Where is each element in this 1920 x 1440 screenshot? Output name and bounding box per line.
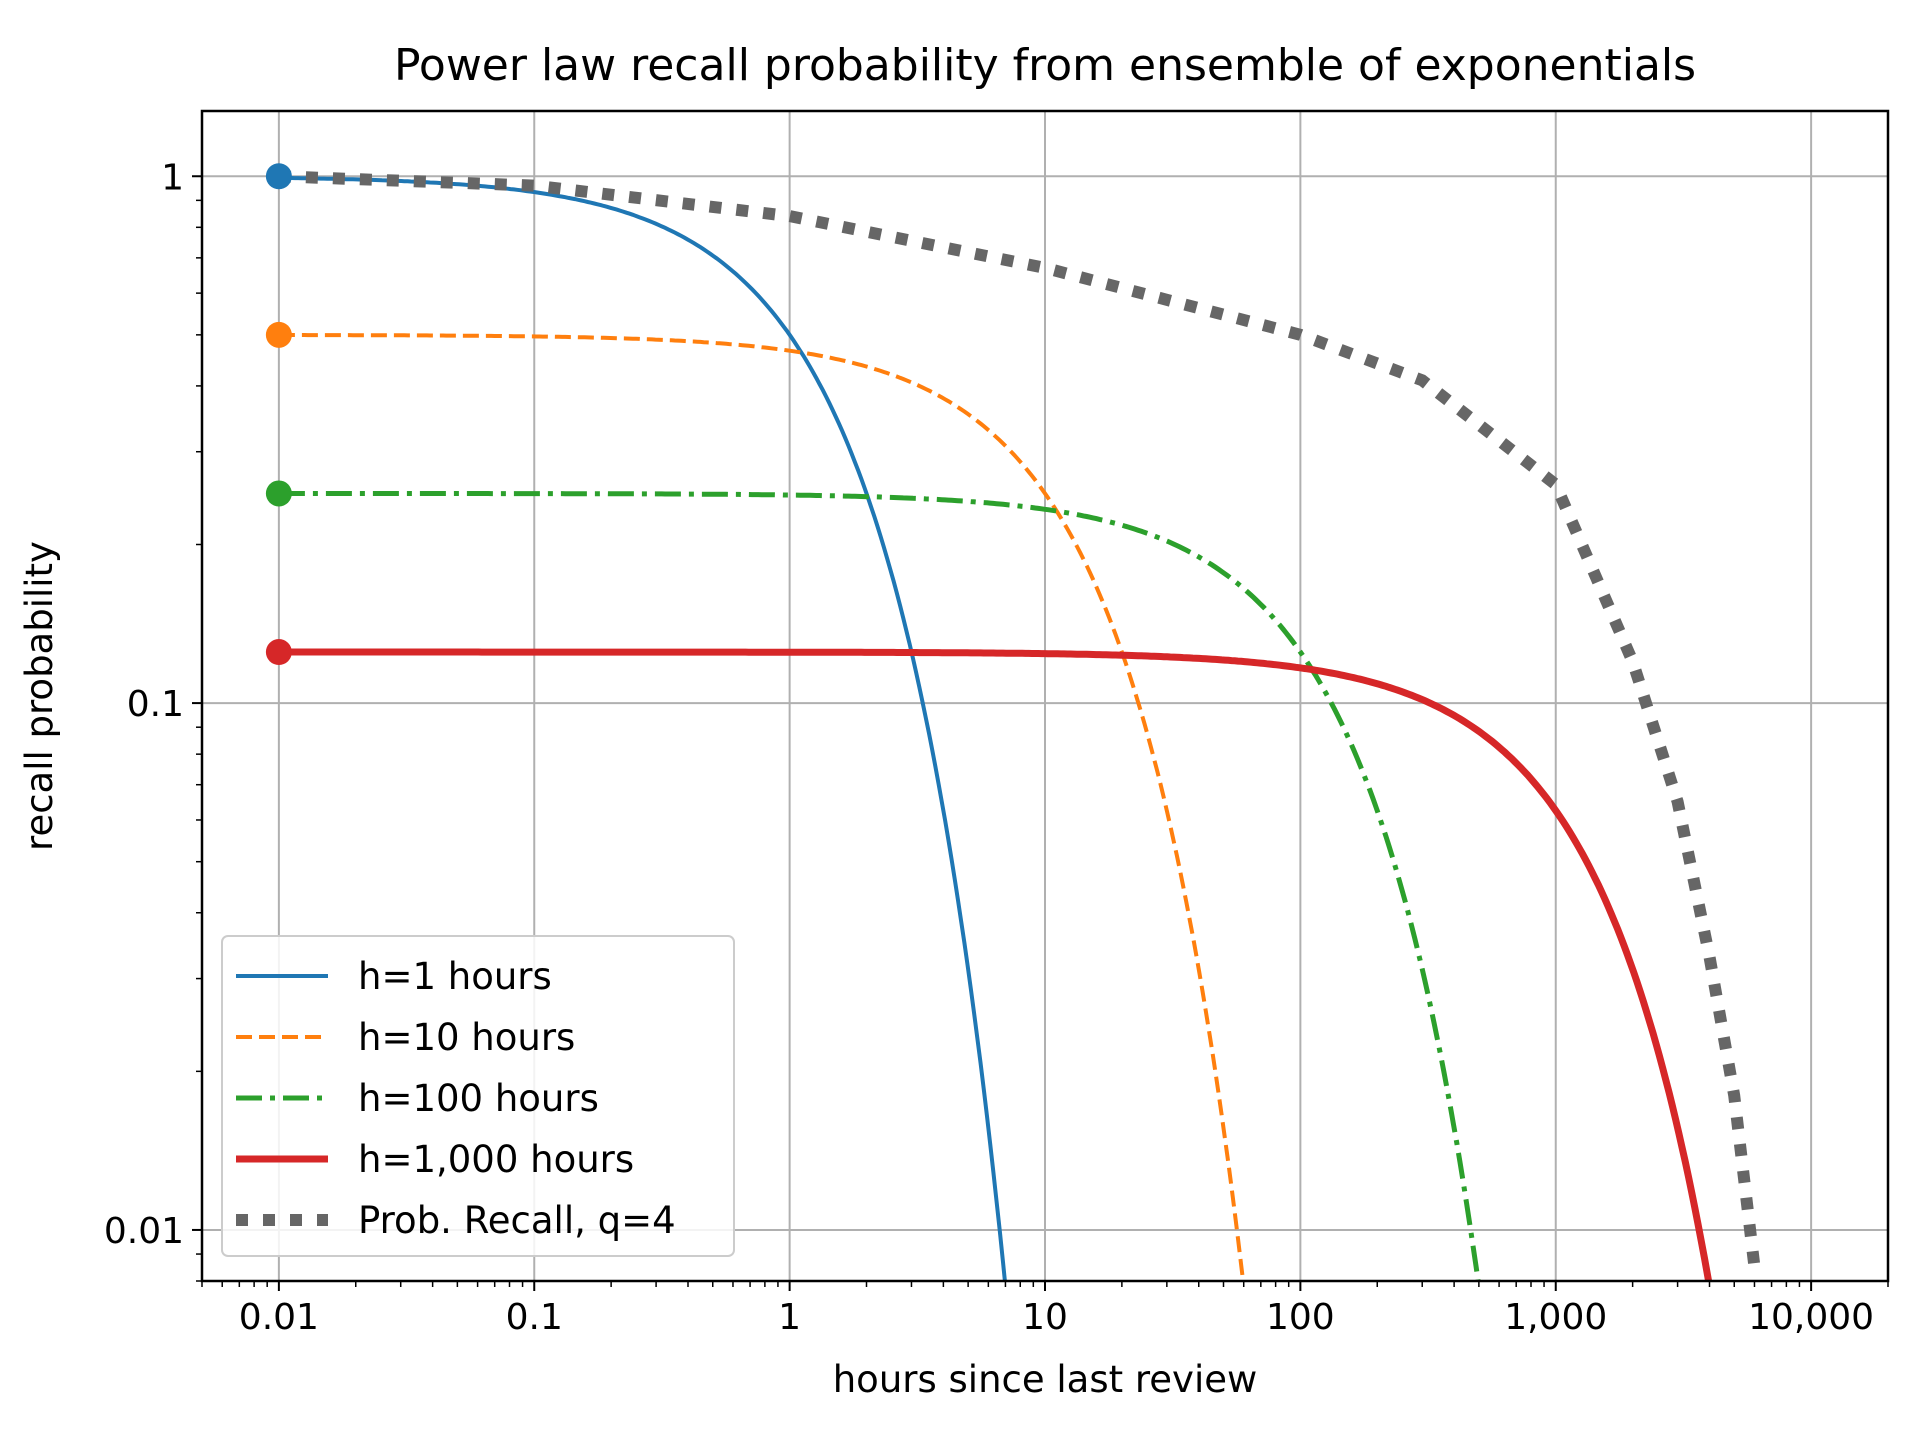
y-tick-label: 0.01 (104, 1211, 184, 1252)
legend-box (221, 935, 735, 1257)
series-group (278, 170, 1761, 1281)
start-marker-1 (265, 321, 292, 348)
y-tick-label: 0.1 (127, 684, 184, 725)
x-tick-label: 1,000 (1504, 1297, 1607, 1338)
x-tick-label: 1 (778, 1297, 801, 1338)
legend-label-3: h=1,000 hours (358, 1138, 634, 1181)
legend-label-0: h=1 hours (358, 955, 552, 998)
legend-label-4: Prob. Recall, q=4 (358, 1199, 676, 1242)
axis-ticks: 0.01 0.1 1 10 100 1,000 10,000 0.01 0.1 1 (104, 157, 1889, 1338)
legend-label-1: h=10 hours (358, 1016, 575, 1059)
x-tick-label: 0.01 (239, 1297, 319, 1338)
series-line-3 (278, 648, 1713, 1281)
start-marker-0 (265, 163, 292, 190)
series-line-2 (278, 491, 1481, 1281)
x-tick-label: 10,000 (1748, 1297, 1874, 1338)
start-marker-3 (265, 639, 292, 666)
series-line-4 (278, 170, 1761, 1268)
y-axis-label: recall probability (18, 541, 61, 851)
start-marker-2 (265, 480, 292, 507)
y-tick-label: 1 (161, 157, 184, 198)
x-tick-label: 100 (1266, 1297, 1335, 1338)
legend: h=1 hours h=10 hours h=100 hours h=1,000 ho… (221, 935, 735, 1257)
series-line-1 (278, 333, 1246, 1281)
start-markers (265, 163, 292, 666)
x-axis-label: hours since last review (833, 1358, 1258, 1401)
series-line-0 (278, 175, 1007, 1281)
plot-frame (200, 109, 1890, 1283)
chart-title: Power law recall probability from ensemb… (394, 40, 1696, 91)
legend-label-2: h=100 hours (358, 1077, 599, 1120)
x-tick-label: 0.1 (506, 1297, 563, 1338)
x-tick-label: 10 (1022, 1297, 1068, 1338)
